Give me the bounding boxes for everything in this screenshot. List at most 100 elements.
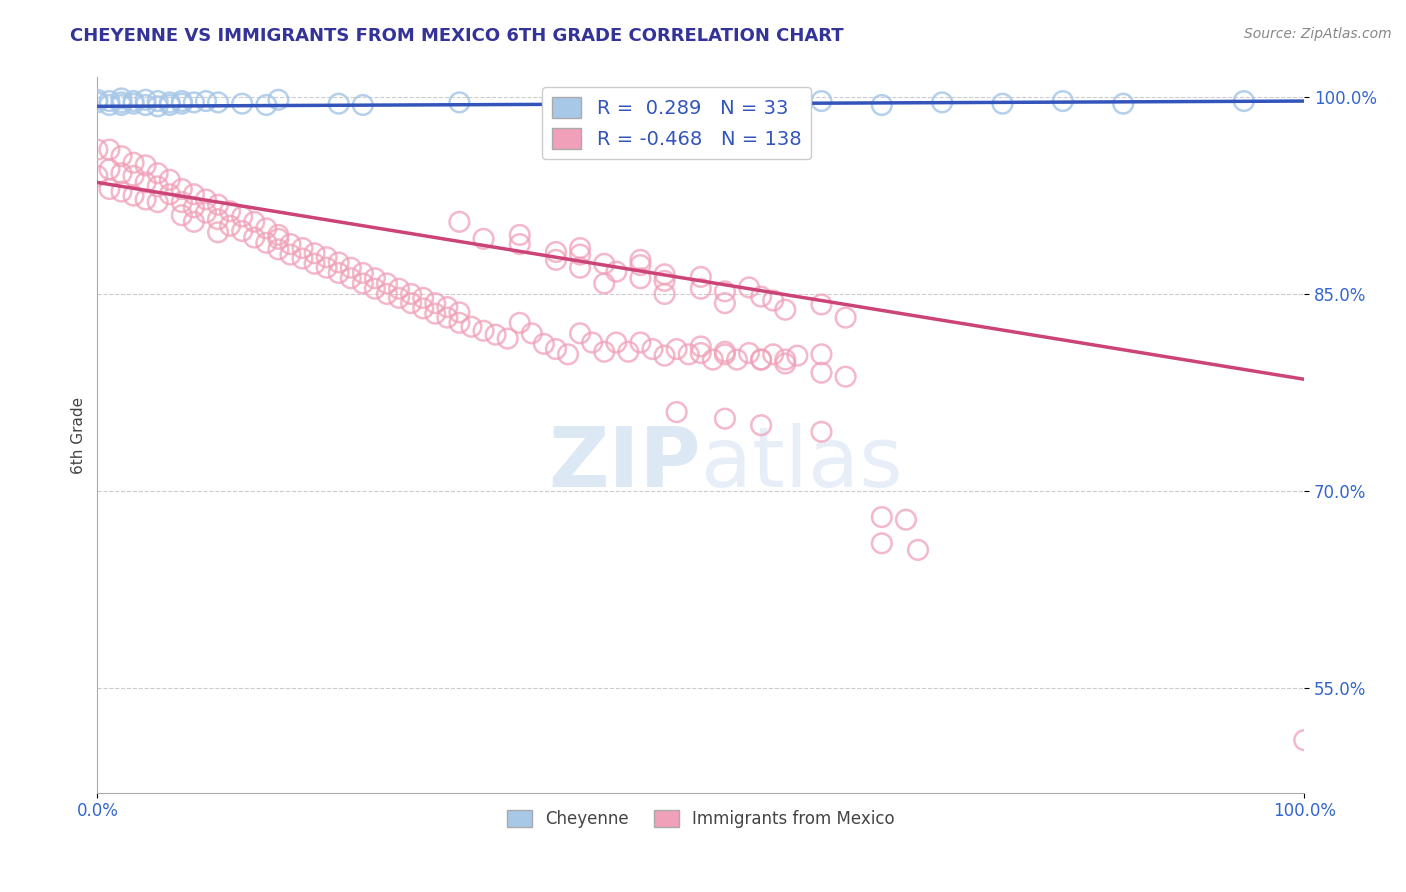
Point [364,282,387,296]
Point [254,221,277,235]
Point [569,241,592,255]
Point [98,143,121,157]
Point [1112,96,1135,111]
Point [122,96,145,111]
Point [170,94,193,108]
Point [449,95,471,110]
Point [810,297,832,311]
Point [810,366,832,380]
Point [436,310,458,325]
Point [315,250,337,264]
Point [605,265,627,279]
Point [834,310,856,325]
Point [630,271,652,285]
Point [98,98,121,112]
Point [725,352,748,367]
Point [146,99,169,113]
Point [907,542,929,557]
Point [544,342,567,356]
Point [714,285,737,299]
Point [194,193,217,207]
Point [146,195,169,210]
Point [254,235,277,250]
Point [183,215,205,229]
Point [267,243,290,257]
Point [544,244,567,259]
Point [641,342,664,356]
Point [170,96,193,111]
Point [328,96,350,111]
Point [375,287,398,301]
Point [678,347,700,361]
Point [267,232,290,246]
Point [593,257,616,271]
Point [110,185,132,199]
Point [146,94,169,108]
Point [810,347,832,361]
Point [1233,94,1256,108]
Point [254,98,277,112]
Point [449,305,471,319]
Text: CHEYENNE VS IMMIGRANTS FROM MEXICO 6TH GRADE CORRELATION CHART: CHEYENNE VS IMMIGRANTS FROM MEXICO 6TH G… [70,27,844,45]
Point [399,287,422,301]
Point [689,282,711,296]
Point [412,301,434,316]
Point [231,96,253,111]
Point [231,224,253,238]
Point [135,93,157,107]
Point [689,269,711,284]
Point [110,166,132,180]
Point [170,208,193,222]
Point [654,287,676,301]
Point [775,302,797,317]
Point [496,332,519,346]
Point [231,210,253,224]
Point [593,277,616,291]
Point [328,266,350,280]
Point [110,95,132,110]
Point [110,91,132,105]
Point [328,255,350,269]
Point [654,267,676,281]
Point [810,425,832,439]
Point [86,93,108,107]
Point [135,176,157,190]
Point [86,95,108,110]
Point [762,293,785,308]
Point [1294,733,1316,747]
Point [749,290,772,304]
Point [714,347,737,361]
Point [472,232,495,246]
Point [98,94,121,108]
Point [135,193,157,207]
Point [339,260,361,275]
Point [159,98,181,112]
Point [280,237,302,252]
Point [1052,94,1074,108]
Point [630,252,652,267]
Point [86,169,108,183]
Point [159,187,181,202]
Point [509,227,531,242]
Point [110,149,132,163]
Y-axis label: 6th Grade: 6th Grade [72,396,86,474]
Point [714,344,737,359]
Point [219,219,242,233]
Point [654,349,676,363]
Point [714,411,737,425]
Text: atlas: atlas [700,423,903,504]
Point [593,344,616,359]
Point [702,352,724,367]
Point [605,335,627,350]
Point [425,296,447,310]
Point [738,280,761,294]
Point [207,212,229,227]
Point [630,258,652,272]
Point [894,513,917,527]
Point [291,252,314,266]
Point [870,98,893,112]
Point [557,347,579,361]
Point [304,257,326,271]
Point [207,95,229,110]
Point [412,291,434,305]
